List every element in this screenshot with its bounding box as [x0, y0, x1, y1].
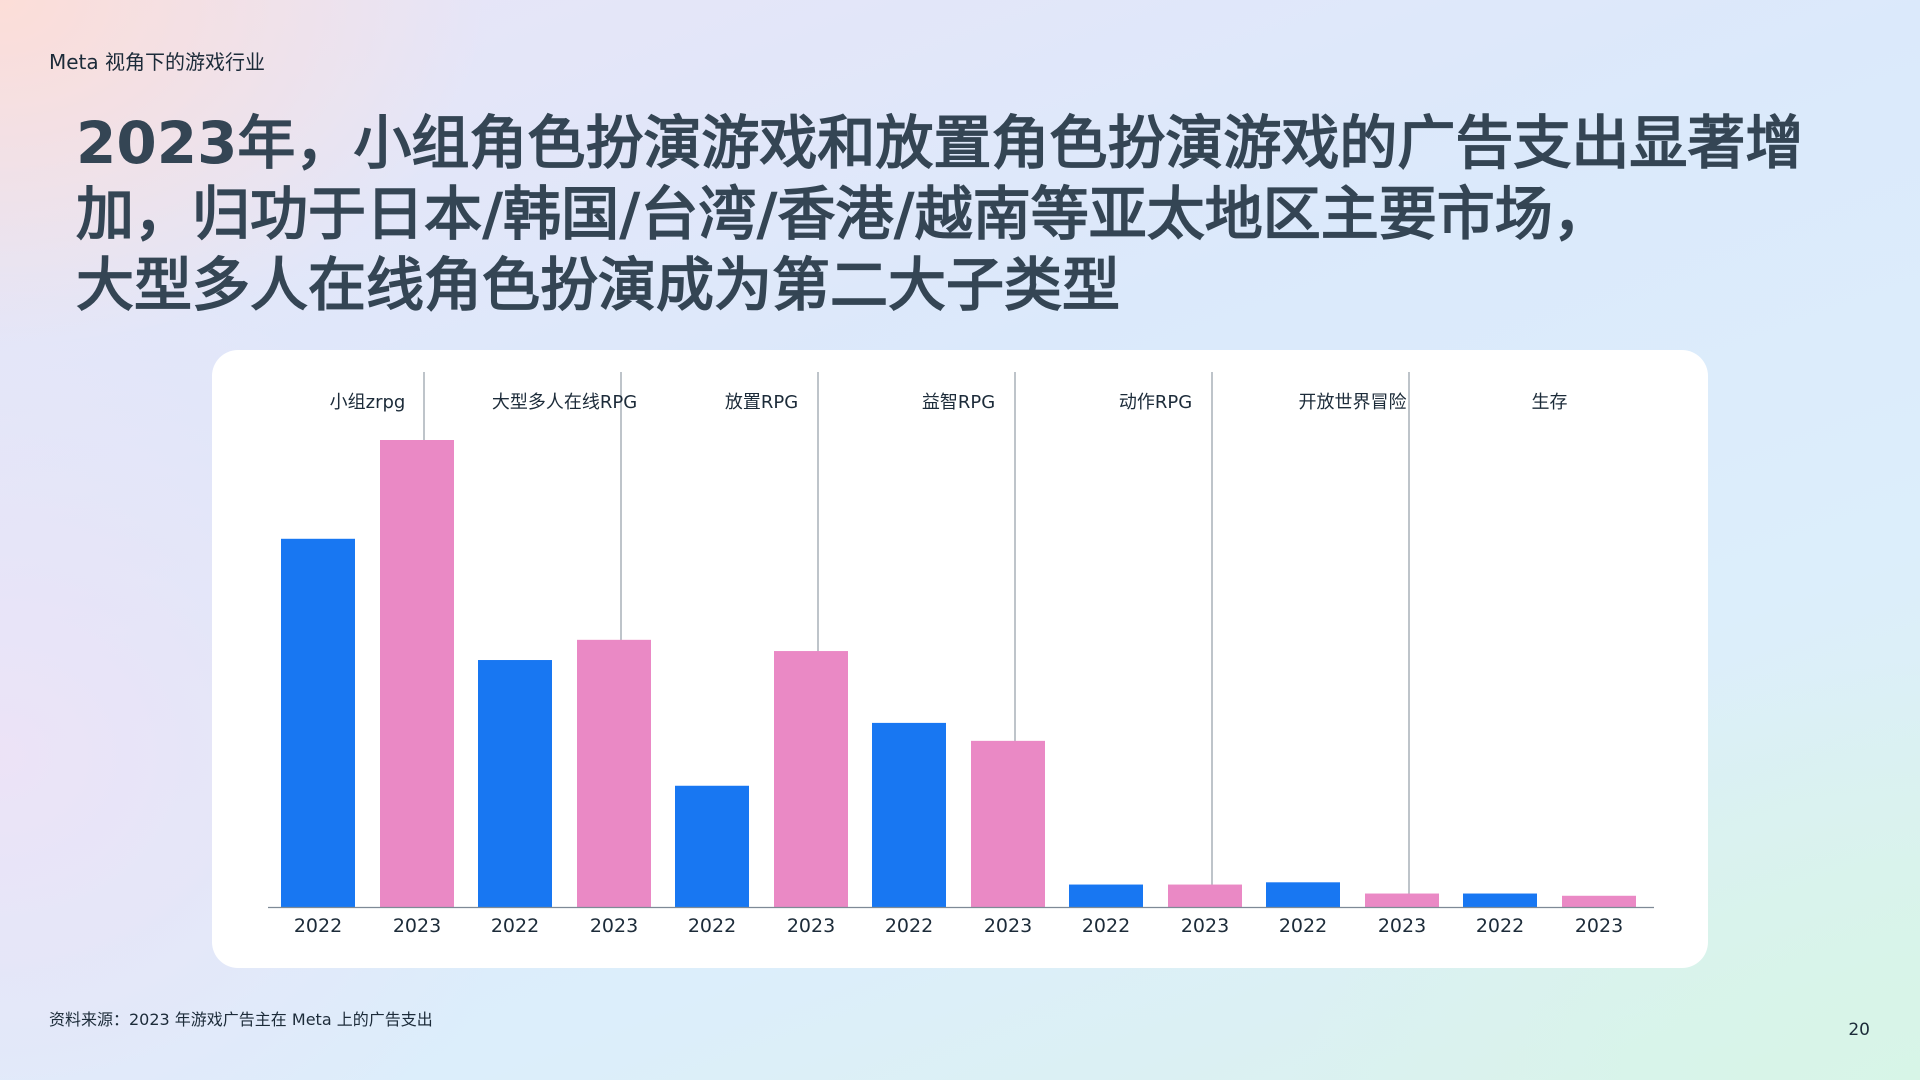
bar-2023 [1168, 884, 1242, 907]
category-label: 益智RPG [922, 392, 995, 413]
x-tick-label: 2022 [294, 915, 342, 937]
bar-2022 [281, 538, 355, 907]
title-line-1: 2023年，小组角色扮演游戏和放置角色扮演游戏的广告支出显著增 [76, 109, 1804, 177]
category-label: 动作RPG [1119, 392, 1192, 413]
title-line-2: 加，归功于日本/韩国/台湾/香港/越南等亚太地区主要市场， [76, 180, 1611, 248]
page-number: 20 [1848, 1020, 1870, 1040]
chart-card: 小组zrpg 2022 2023 大型多人在线RPG 2022 2023 放置RPG 2022… [212, 350, 1708, 968]
bar-2023 [971, 740, 1045, 907]
report-header-label: Meta 视角下的游戏行业 [49, 50, 266, 74]
x-tick-label: 2022 [1082, 915, 1130, 937]
title-line-3: 大型多人在线角色扮演成为第二大子类型 [76, 251, 1121, 319]
bar-2022 [1463, 893, 1537, 907]
category-label: 生存 [1532, 392, 1568, 413]
category-label: 放置RPG [725, 392, 798, 413]
x-tick-label: 2022 [1279, 915, 1327, 937]
bar-2022 [478, 660, 552, 907]
x-tick-label: 2023 [1575, 915, 1623, 937]
x-tick-label: 2023 [393, 915, 441, 937]
source-footnote: 资料来源：2023 年游戏广告主在 Meta 上的广告支出 [49, 1010, 433, 1029]
bar-2022 [1069, 884, 1143, 907]
bar-2023 [774, 651, 848, 907]
bar-2022 [872, 722, 946, 907]
x-tick-label: 2023 [1181, 915, 1229, 937]
x-tick-label: 2022 [688, 915, 736, 937]
bar-2022 [1266, 882, 1340, 907]
category-label: 小组zrpg [330, 392, 406, 413]
category-label: 开放世界冒险 [1299, 392, 1407, 413]
bar-2023 [1562, 895, 1636, 907]
bar-2023 [577, 639, 651, 907]
x-tick-label: 2023 [590, 915, 638, 937]
category-label: 大型多人在线RPG [492, 392, 637, 413]
x-tick-label: 2022 [491, 915, 539, 937]
bar-2022 [675, 785, 749, 907]
x-tick-label: 2023 [1378, 915, 1426, 937]
x-tick-label: 2022 [1476, 915, 1524, 937]
ad-spend-bar-chart: 小组zrpg 2022 2023 大型多人在线RPG 2022 2023 放置RPG 2022… [268, 372, 1654, 937]
bar-2023 [380, 440, 454, 907]
bar-2023 [1365, 893, 1439, 907]
x-tick-label: 2022 [885, 915, 933, 937]
page-title: 2023年，小组角色扮演游戏和放置角色扮演游戏的广告支出显著增 加，归功于日本/… [76, 108, 1856, 321]
x-tick-label: 2023 [984, 915, 1032, 937]
x-tick-label: 2023 [787, 915, 835, 937]
